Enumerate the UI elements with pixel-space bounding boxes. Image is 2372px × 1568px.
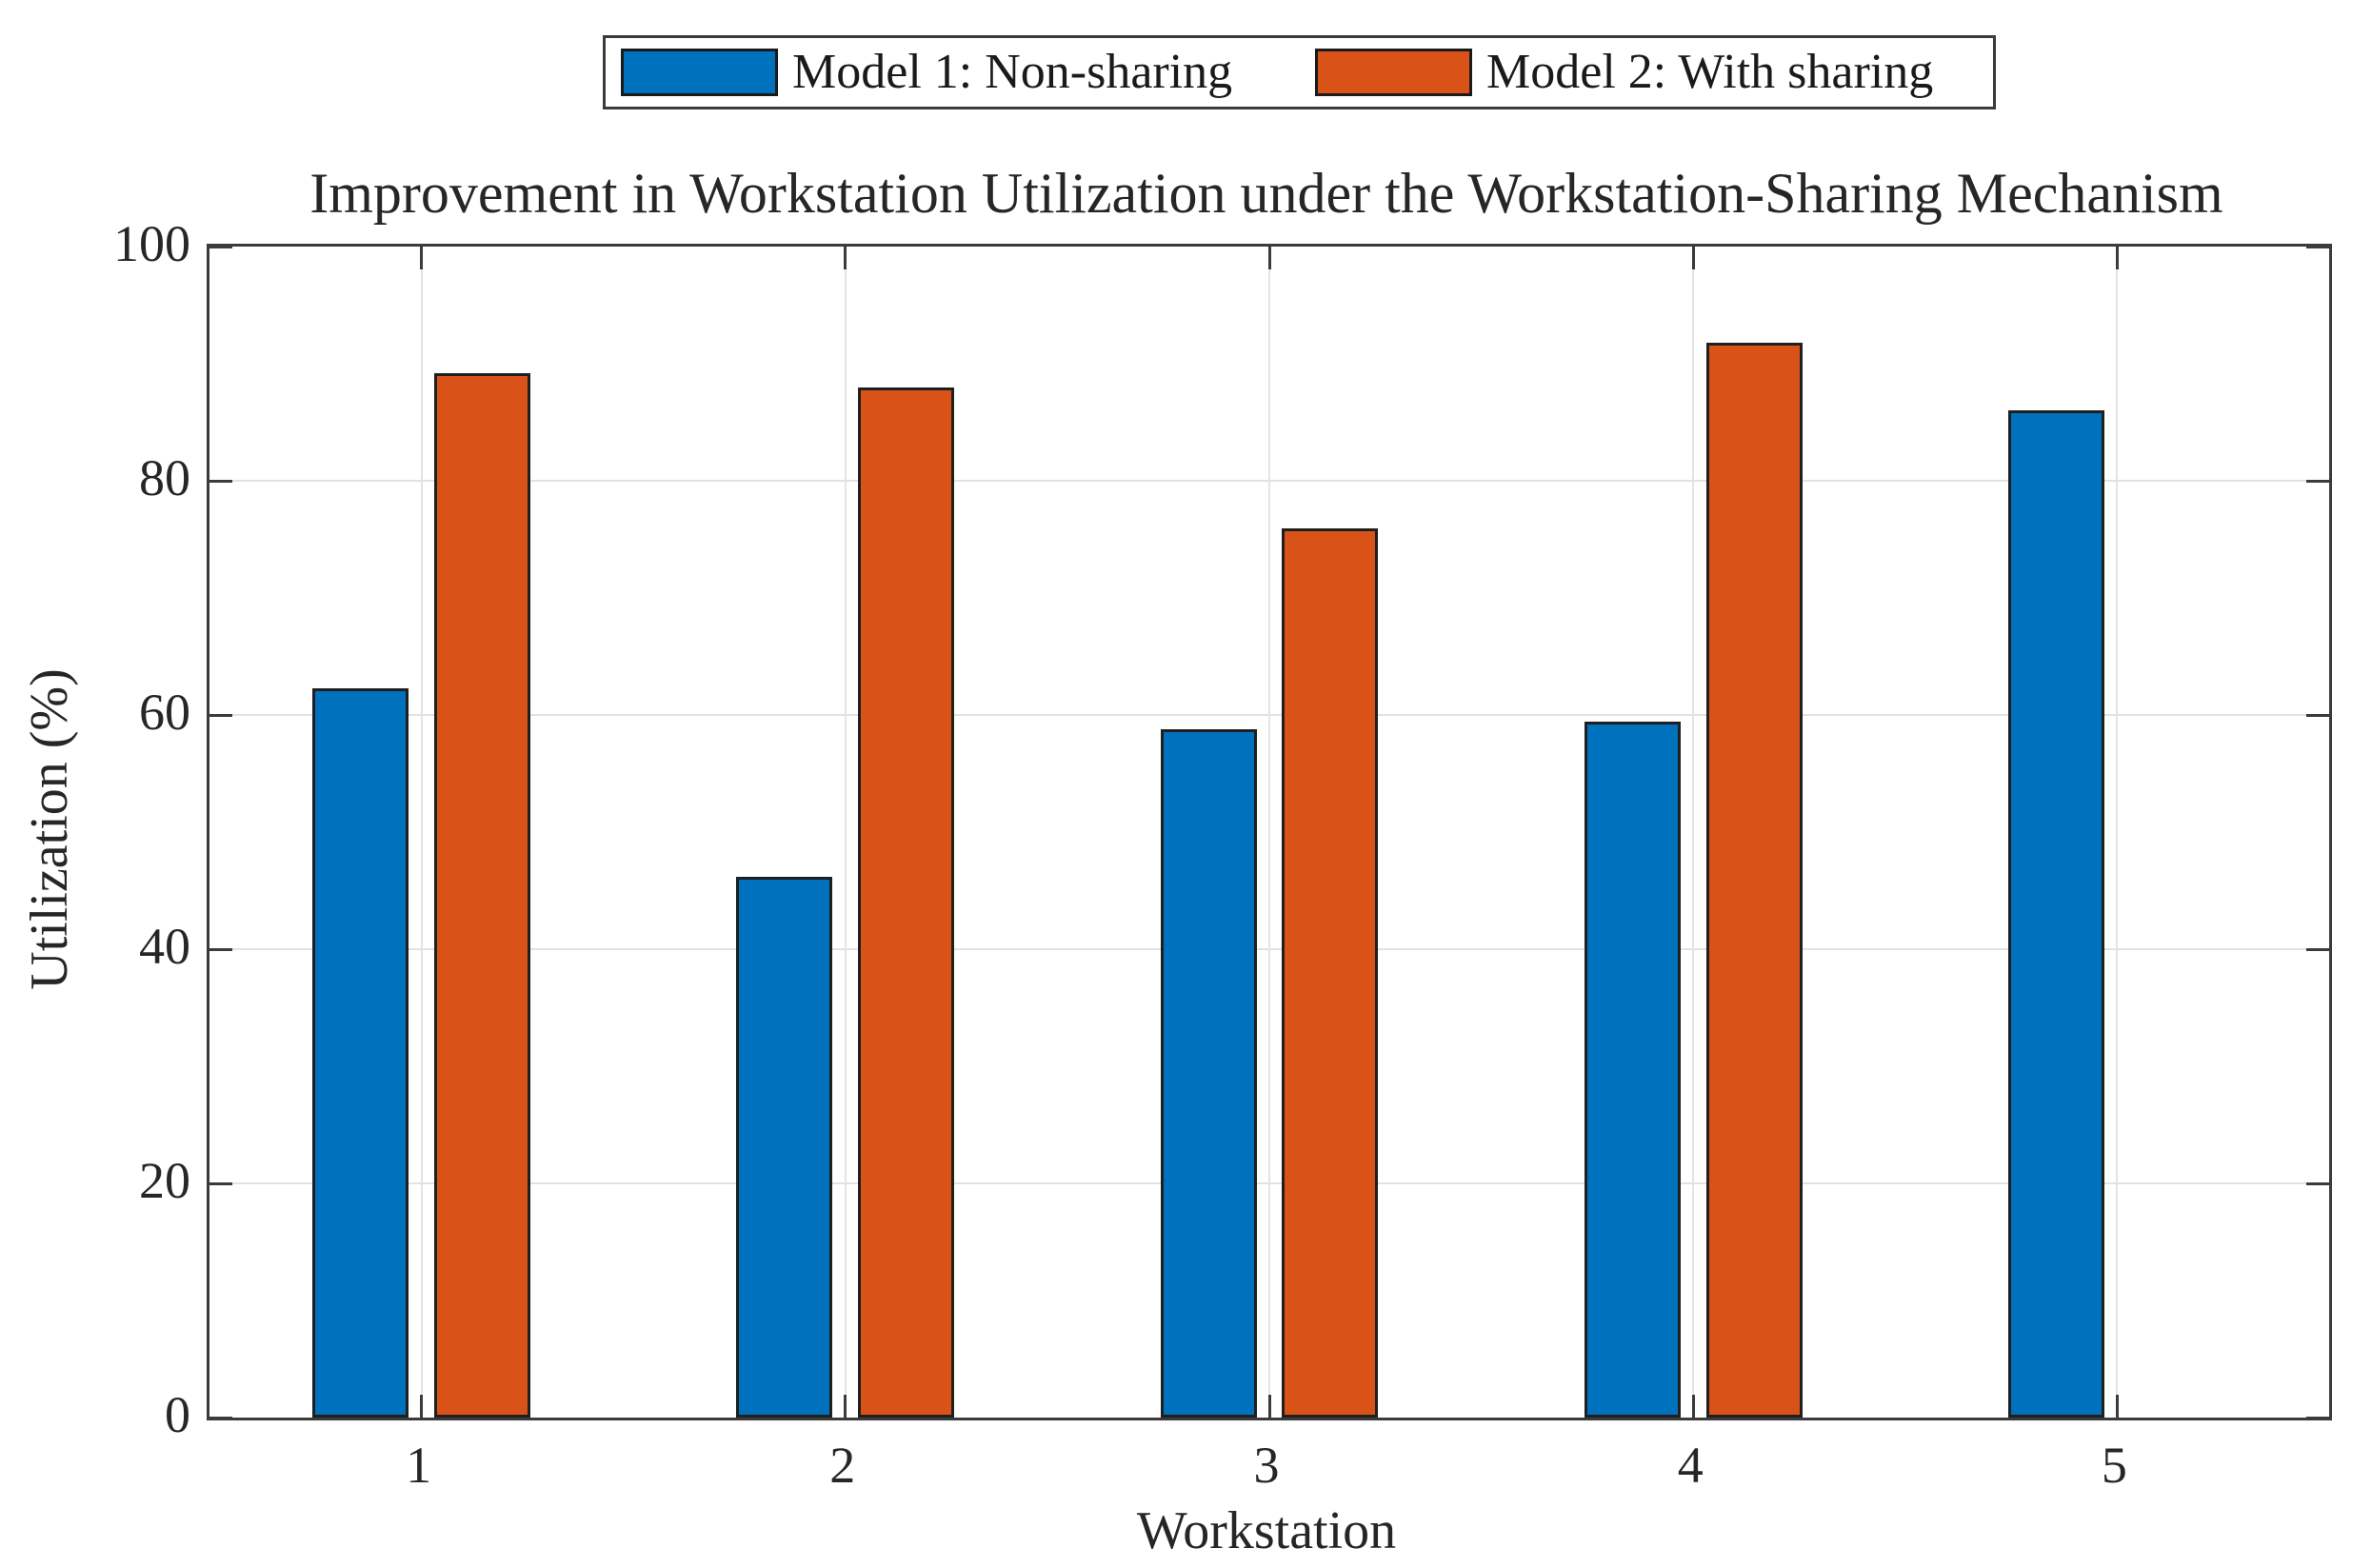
y-tick-mark-left-100 — [209, 245, 232, 248]
x-tick-mark-bottom-1 — [420, 1395, 424, 1418]
y-tick-label-60: 60 — [139, 684, 190, 741]
bar-model1-ws2 — [736, 876, 833, 1418]
y-tick-label-100: 100 — [113, 215, 190, 272]
bar-model1-ws4 — [1584, 722, 1681, 1418]
chart-title: Improvement in Workstation Utilization u… — [309, 162, 2223, 225]
y-tick-mark-left-0 — [209, 1416, 232, 1419]
legend-swatch-model1 — [621, 49, 778, 96]
bar-model2-ws4 — [1705, 342, 1803, 1418]
bar-model1-ws1 — [312, 687, 409, 1418]
gridline-horizontal-60 — [209, 714, 2329, 716]
gridline-horizontal-20 — [209, 1182, 2329, 1184]
x-tick-label-1: 1 — [406, 1437, 432, 1494]
y-tick-mark-right-40 — [2306, 947, 2329, 951]
y-tick-mark-right-100 — [2306, 245, 2329, 248]
gridline-vertical-5 — [2116, 247, 2119, 1418]
gridline-vertical-4 — [1692, 247, 1695, 1418]
y-tick-label-0: 0 — [165, 1386, 190, 1443]
gridline-horizontal-40 — [209, 948, 2329, 950]
gridline-vertical-1 — [420, 247, 423, 1418]
bar-model1-ws3 — [1160, 728, 1257, 1418]
y-tick-mark-right-80 — [2306, 479, 2329, 483]
y-tick-mark-left-60 — [209, 713, 232, 717]
legend-label-model1: Model 1: Non-sharing — [792, 45, 1233, 99]
x-tick-mark-top-5 — [2115, 247, 2119, 269]
legend-label-model2: Model 2: With sharing — [1486, 45, 1934, 99]
x-tick-mark-top-2 — [844, 247, 847, 269]
y-tick-mark-left-80 — [209, 479, 232, 483]
y-tick-mark-left-40 — [209, 947, 232, 951]
bar-model1-ws5 — [2007, 410, 2105, 1418]
y-tick-mark-right-0 — [2306, 1416, 2329, 1419]
x-tick-mark-top-1 — [420, 247, 424, 269]
gridline-vertical-3 — [1268, 247, 1270, 1418]
x-axis-label: Workstation — [1136, 1501, 1397, 1560]
gridline-vertical-2 — [844, 247, 847, 1418]
y-tick-label-80: 80 — [139, 449, 190, 506]
x-tick-label-2: 2 — [829, 1437, 856, 1494]
plot-area — [207, 244, 2332, 1420]
legend-box: Model 1: Non-sharing Model 2: With shari… — [603, 35, 1996, 109]
y-tick-label-40: 40 — [139, 918, 190, 975]
x-tick-label-5: 5 — [2101, 1437, 2127, 1494]
y-tick-label-20: 20 — [139, 1152, 190, 1209]
x-tick-mark-top-4 — [1691, 247, 1695, 269]
gridline-horizontal-80 — [209, 480, 2329, 482]
bar-model2-ws3 — [1282, 528, 1379, 1418]
x-tick-mark-bottom-5 — [2115, 1395, 2119, 1418]
x-tick-mark-bottom-4 — [1691, 1395, 1695, 1418]
x-tick-mark-top-3 — [1267, 247, 1271, 269]
y-tick-mark-left-20 — [209, 1181, 232, 1185]
bar-model2-ws2 — [858, 387, 955, 1418]
legend-swatch-model2 — [1315, 49, 1472, 96]
x-tick-label-4: 4 — [1677, 1437, 1704, 1494]
x-tick-mark-bottom-3 — [1267, 1395, 1271, 1418]
y-tick-mark-right-20 — [2306, 1181, 2329, 1185]
x-tick-mark-bottom-2 — [844, 1395, 847, 1418]
x-tick-label-3: 3 — [1253, 1437, 1280, 1494]
y-tick-mark-right-60 — [2306, 713, 2329, 717]
bar-model2-ws1 — [433, 372, 530, 1418]
